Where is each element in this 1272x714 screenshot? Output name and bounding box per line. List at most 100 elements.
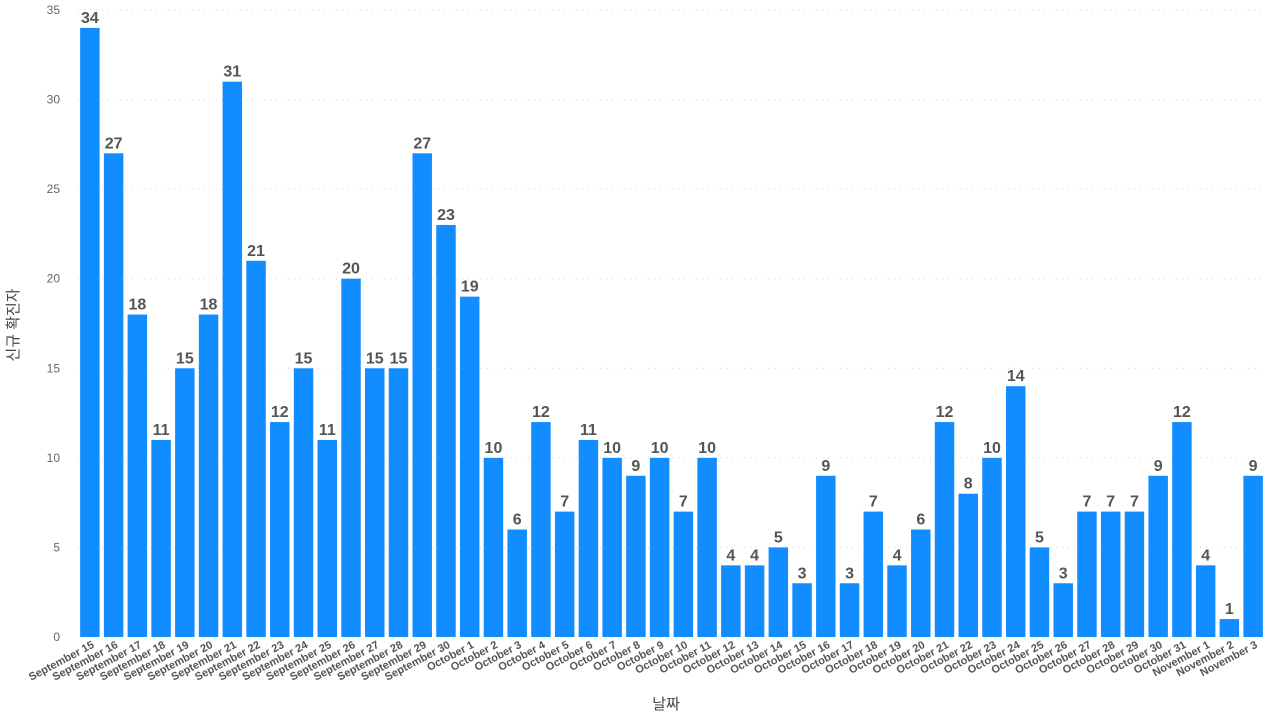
bar-25 bbox=[673, 511, 694, 637]
bars bbox=[80, 27, 1263, 638]
y-tick-label: 15 bbox=[47, 361, 61, 375]
data-label-11: 20 bbox=[342, 261, 360, 278]
data-label-33: 7 bbox=[869, 494, 878, 511]
bar-39 bbox=[1005, 386, 1026, 637]
x-axis-title: 날짜 bbox=[652, 696, 680, 713]
data-label-18: 6 bbox=[513, 512, 522, 529]
data-label-10: 11 bbox=[319, 422, 336, 439]
bar-11 bbox=[341, 278, 361, 637]
data-label-15: 23 bbox=[437, 207, 455, 224]
bar-2 bbox=[127, 314, 148, 637]
data-label-13: 15 bbox=[390, 350, 408, 367]
bar-12 bbox=[365, 368, 385, 637]
data-label-24: 10 bbox=[651, 440, 669, 457]
data-label-7: 21 bbox=[247, 243, 265, 260]
bar-44 bbox=[1124, 511, 1145, 637]
data-label-49: 9 bbox=[1249, 458, 1258, 475]
bar-16 bbox=[459, 296, 480, 637]
bar-45 bbox=[1148, 475, 1168, 637]
data-label-5: 18 bbox=[200, 297, 218, 314]
data-label-27: 4 bbox=[726, 547, 735, 564]
bar-49 bbox=[1243, 475, 1263, 637]
bar-1 bbox=[103, 153, 124, 638]
bar-47 bbox=[1195, 565, 1216, 637]
y-tick-label: 35 bbox=[47, 3, 61, 17]
bar-10 bbox=[317, 439, 338, 637]
data-label-23: 9 bbox=[631, 458, 640, 475]
bar-40 bbox=[1029, 547, 1050, 637]
data-label-2: 18 bbox=[128, 297, 146, 314]
data-label-6: 31 bbox=[223, 64, 241, 81]
bar-23 bbox=[626, 475, 646, 637]
data-label-26: 10 bbox=[698, 440, 716, 457]
bar-19 bbox=[531, 422, 551, 637]
bar-15 bbox=[436, 224, 456, 637]
data-label-44: 7 bbox=[1130, 494, 1139, 511]
data-label-42: 7 bbox=[1082, 494, 1091, 511]
bar-20 bbox=[554, 511, 575, 637]
data-label-20: 7 bbox=[560, 494, 569, 511]
bar-17 bbox=[483, 457, 504, 637]
data-label-46: 12 bbox=[1173, 404, 1191, 421]
data-label-39: 14 bbox=[1007, 368, 1025, 385]
bar-7 bbox=[246, 260, 266, 637]
data-label-30: 3 bbox=[798, 565, 807, 582]
bar-37 bbox=[958, 493, 978, 637]
data-label-17: 10 bbox=[485, 440, 503, 457]
data-label-3: 11 bbox=[153, 422, 170, 439]
bar-41 bbox=[1053, 583, 1073, 637]
data-label-47: 4 bbox=[1201, 547, 1210, 564]
data-label-22: 10 bbox=[603, 440, 621, 457]
data-label-29: 5 bbox=[774, 529, 783, 546]
bar-43 bbox=[1100, 511, 1121, 637]
data-label-8: 12 bbox=[271, 404, 289, 421]
data-label-37: 8 bbox=[964, 476, 973, 493]
bar-32 bbox=[839, 583, 860, 637]
bar-36 bbox=[934, 422, 955, 637]
data-label-14: 27 bbox=[413, 135, 431, 152]
data-label-9: 15 bbox=[295, 350, 313, 367]
bar-22 bbox=[602, 457, 622, 637]
bar-42 bbox=[1077, 511, 1097, 637]
bar-34 bbox=[887, 565, 907, 637]
data-label-12: 15 bbox=[366, 350, 384, 367]
data-label-0: 34 bbox=[81, 10, 99, 27]
data-label-40: 5 bbox=[1035, 529, 1044, 546]
y-tick-label: 30 bbox=[47, 93, 61, 107]
bar-46 bbox=[1172, 422, 1192, 637]
data-label-1: 27 bbox=[105, 135, 123, 152]
bar-13 bbox=[388, 368, 409, 637]
bar-35 bbox=[911, 529, 931, 637]
bar-38 bbox=[982, 457, 1002, 637]
bar-28 bbox=[744, 565, 765, 637]
bar-29 bbox=[768, 547, 789, 637]
bar-18 bbox=[507, 529, 527, 637]
bar-3 bbox=[151, 439, 171, 637]
data-label-41: 3 bbox=[1059, 565, 1068, 582]
bar-4 bbox=[175, 368, 195, 637]
bar-24 bbox=[649, 457, 670, 637]
data-label-34: 4 bbox=[893, 547, 902, 564]
bar-30 bbox=[792, 583, 812, 637]
data-label-4: 15 bbox=[176, 350, 194, 367]
data-label-38: 10 bbox=[983, 440, 1001, 457]
data-label-36: 12 bbox=[936, 404, 954, 421]
data-label-35: 6 bbox=[916, 512, 925, 529]
y-tick-label: 20 bbox=[47, 272, 61, 286]
data-label-32: 3 bbox=[845, 565, 854, 582]
data-label-25: 7 bbox=[679, 494, 688, 511]
y-tick-label: 10 bbox=[47, 451, 61, 465]
y-tick-label: 25 bbox=[47, 182, 61, 196]
bar-9 bbox=[293, 368, 314, 637]
bar-0 bbox=[80, 27, 100, 637]
bar-27 bbox=[721, 565, 741, 637]
bar-31 bbox=[816, 475, 836, 637]
bar-6 bbox=[222, 81, 243, 637]
bar-33 bbox=[863, 511, 884, 637]
data-label-31: 9 bbox=[821, 458, 830, 475]
y-axis-title: 신규 확진자 bbox=[5, 288, 22, 361]
data-label-28: 4 bbox=[750, 547, 759, 564]
